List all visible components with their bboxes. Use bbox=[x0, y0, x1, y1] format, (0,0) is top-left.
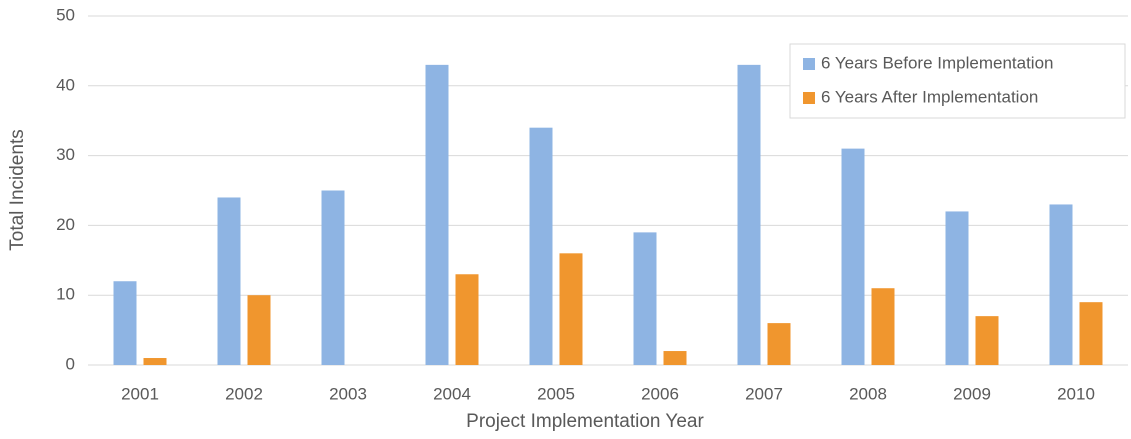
bar bbox=[663, 351, 687, 365]
x-tick-label: 2003 bbox=[329, 384, 367, 403]
bar bbox=[1079, 302, 1103, 365]
legend-label: 6 Years After Implementation bbox=[821, 87, 1038, 106]
bar bbox=[143, 358, 167, 365]
bar bbox=[841, 148, 865, 365]
x-tick-label: 2007 bbox=[745, 384, 783, 403]
y-tick-label: 10 bbox=[56, 285, 75, 304]
x-tick-label: 2009 bbox=[953, 384, 991, 403]
bar bbox=[945, 211, 969, 365]
bar bbox=[425, 64, 449, 366]
y-tick-label: 50 bbox=[56, 5, 75, 24]
y-tick-label: 30 bbox=[56, 145, 75, 164]
bar bbox=[1049, 204, 1073, 365]
legend-swatch bbox=[803, 92, 815, 104]
bar bbox=[559, 253, 583, 365]
y-axis-label: Total Incidents bbox=[7, 129, 28, 250]
x-tick-label: 2006 bbox=[641, 384, 679, 403]
legend-box bbox=[789, 43, 1126, 119]
bar bbox=[767, 323, 791, 365]
bar bbox=[217, 197, 241, 365]
bar bbox=[975, 316, 999, 365]
x-tick-label: 2004 bbox=[433, 384, 471, 403]
bar bbox=[247, 295, 271, 365]
bar bbox=[871, 288, 895, 365]
x-tick-label: 2002 bbox=[225, 384, 263, 403]
bar bbox=[455, 274, 479, 365]
bar bbox=[321, 190, 345, 365]
y-tick-label: 20 bbox=[56, 215, 75, 234]
x-tick-label: 2001 bbox=[121, 384, 159, 403]
bar bbox=[529, 127, 553, 366]
bar bbox=[737, 64, 761, 366]
x-tick-label: 2005 bbox=[537, 384, 575, 403]
bar bbox=[633, 232, 657, 365]
x-axis-label: Project Implementation Year bbox=[466, 411, 704, 432]
x-tick-label: 2008 bbox=[849, 384, 887, 403]
y-tick-label: 0 bbox=[66, 354, 75, 373]
bar bbox=[113, 281, 137, 365]
legend-label: 6 Years Before Implementation bbox=[821, 53, 1053, 72]
y-tick-label: 40 bbox=[56, 75, 75, 94]
legend-swatch bbox=[803, 58, 815, 70]
x-tick-label: 2010 bbox=[1057, 384, 1095, 403]
